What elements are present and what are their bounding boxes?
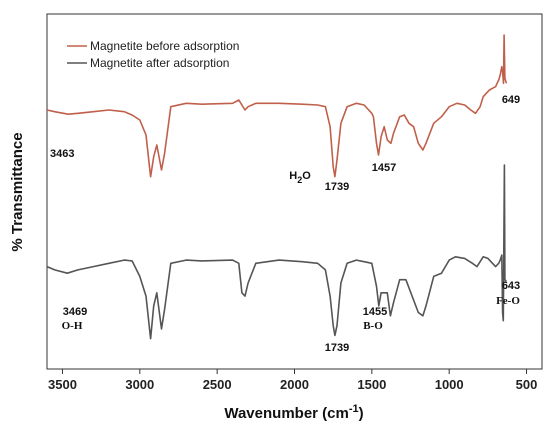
y-axis-title: % Transmittance bbox=[9, 132, 26, 251]
series-line-after bbox=[46, 164, 507, 340]
legend-label-before: Magnetite before adsorption bbox=[90, 39, 239, 53]
annotation-o-h: O-H bbox=[62, 320, 83, 332]
x-axis-title-superscript: -1 bbox=[349, 403, 359, 415]
x-tick-label-1500: 1500 bbox=[357, 377, 386, 392]
annotation-fe-o: Fe-O bbox=[496, 295, 520, 307]
x-axis-ticks bbox=[61, 369, 528, 374]
annotation-3469: 3469 bbox=[63, 306, 87, 318]
annotation-b-o: B-O bbox=[363, 320, 383, 332]
annotation-643: 643 bbox=[502, 280, 520, 292]
x-tick-label-2000: 2000 bbox=[280, 377, 309, 392]
annotation-1739: 1739 bbox=[325, 342, 349, 354]
annotation-1457: 1457 bbox=[372, 162, 396, 174]
annotation-h2o-h: H bbox=[289, 170, 297, 182]
legend-label-after: Magnetite after adsorption bbox=[90, 56, 229, 70]
peak-annotations: 3463 1739 1457 649 H2O 3469 O-H 1739 1455 B-O 643 F… bbox=[50, 94, 520, 354]
x-tick-label-2500: 2500 bbox=[203, 377, 232, 392]
x-axis-title-main: Wavenumber (cm bbox=[224, 405, 348, 422]
legend: Magnetite before adsorption Magnetite af… bbox=[67, 39, 239, 70]
x-tick-label-1000: 1000 bbox=[435, 377, 464, 392]
annotation-h: H2O bbox=[289, 170, 311, 185]
x-tick-label-3500: 3500 bbox=[48, 377, 77, 392]
annotation-649: 649 bbox=[502, 94, 520, 106]
annotation-h2o-o: O bbox=[302, 170, 311, 182]
annotation-1739: 1739 bbox=[325, 181, 349, 193]
x-axis-title-close: ) bbox=[359, 405, 364, 422]
x-tick-label-500: 500 bbox=[516, 377, 538, 392]
x-axis-tick-labels: 3500 3000 2500 2000 1500 1000 500 bbox=[48, 377, 537, 392]
series-line-before bbox=[46, 34, 508, 178]
annotation-h2o-sub: 2 bbox=[297, 175, 302, 185]
x-tick-label-3000: 3000 bbox=[125, 377, 154, 392]
annotation-1455: 1455 bbox=[363, 306, 387, 318]
series-layer bbox=[46, 34, 508, 340]
x-axis-title: Wavenumber (cm-1) bbox=[224, 403, 363, 422]
annotation-3463: 3463 bbox=[50, 148, 74, 160]
